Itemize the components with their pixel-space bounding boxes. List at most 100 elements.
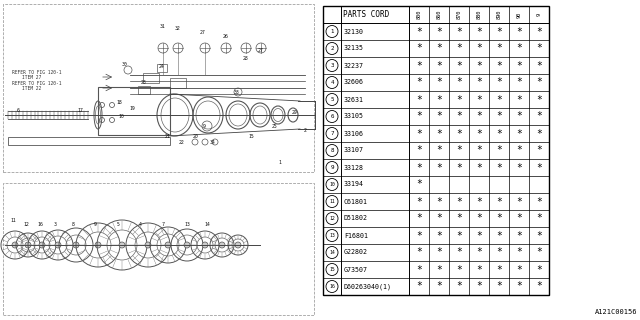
Text: 11: 11 [10,219,16,223]
Text: 800: 800 [417,10,422,19]
Text: 33194: 33194 [344,181,364,188]
Text: 5: 5 [116,222,120,228]
Text: 15: 15 [248,133,254,139]
Text: *: * [416,282,422,292]
Text: *: * [536,146,542,156]
Text: 9: 9 [93,222,97,228]
Text: D60263040(1): D60263040(1) [344,283,392,290]
Text: 21: 21 [165,134,171,140]
Text: *: * [456,265,462,275]
Text: 11: 11 [329,199,335,204]
Text: 33105: 33105 [344,114,364,119]
Text: *: * [456,111,462,122]
Text: *: * [496,230,502,241]
Text: 14: 14 [204,222,210,228]
Text: *: * [436,282,442,292]
Text: *: * [536,27,542,36]
Text: *: * [416,163,422,172]
Text: *: * [456,60,462,70]
Circle shape [202,242,208,248]
Bar [3,183,314,315]
Text: *: * [536,44,542,53]
Text: 12: 12 [23,221,29,227]
Text: *: * [496,213,502,223]
Text: *: * [436,94,442,105]
Text: *: * [476,27,482,36]
Text: *: * [496,146,502,156]
Text: 31: 31 [160,25,166,29]
Text: 890: 890 [497,10,502,19]
Text: 28: 28 [243,55,249,60]
Circle shape [119,242,125,248]
Circle shape [73,242,79,248]
Text: *: * [516,196,522,206]
Text: 34: 34 [210,140,216,145]
Text: *: * [476,196,482,206]
Text: *: * [416,111,422,122]
Text: *: * [536,77,542,87]
Text: *: * [476,282,482,292]
Text: *: * [516,230,522,241]
Text: *: * [476,146,482,156]
Text: 32130: 32130 [344,28,364,35]
Text: *: * [496,111,502,122]
Text: *: * [476,94,482,105]
Circle shape [95,242,101,248]
Text: *: * [476,44,482,53]
Text: *: * [456,196,462,206]
Circle shape [165,242,171,248]
Text: *: * [476,111,482,122]
Text: *: * [436,146,442,156]
Bar [157,64,167,72]
Text: 24: 24 [159,63,165,68]
Text: 32606: 32606 [344,79,364,85]
Text: 1: 1 [278,159,282,164]
Text: *: * [436,196,442,206]
Text: *: * [516,163,522,172]
Text: D51802: D51802 [344,215,368,221]
Text: 15: 15 [329,267,335,272]
Text: *: * [456,27,462,36]
Text: *: * [536,60,542,70]
Text: *: * [456,247,462,258]
Text: 33: 33 [234,90,240,94]
Text: REFER TO FIG 120-1: REFER TO FIG 120-1 [12,81,61,86]
Text: 32135: 32135 [344,45,364,52]
Text: *: * [476,247,482,258]
Text: *: * [476,230,482,241]
Text: *: * [416,196,422,206]
Text: 25: 25 [272,124,278,129]
Text: 2: 2 [330,46,333,51]
Text: *: * [416,44,422,53]
Text: 14: 14 [329,250,335,255]
Text: *: * [416,247,422,258]
Text: *: * [416,230,422,241]
Text: F16801: F16801 [344,233,368,238]
Text: *: * [536,265,542,275]
Text: 26: 26 [223,35,229,39]
Text: *: * [436,163,442,172]
Circle shape [12,242,18,248]
Text: 5: 5 [330,97,333,102]
Text: 33128: 33128 [344,164,364,171]
Text: 2: 2 [303,127,307,132]
Text: *: * [536,196,542,206]
Text: 3: 3 [330,63,333,68]
Text: G22802: G22802 [344,250,368,255]
Text: A121C00156: A121C00156 [595,309,637,315]
Text: *: * [436,27,442,36]
Text: 1: 1 [330,29,333,34]
Bar [138,86,150,94]
Text: *: * [516,44,522,53]
Text: C61801: C61801 [344,198,368,204]
Text: 16: 16 [37,222,43,228]
Text: *: * [416,265,422,275]
Text: 27: 27 [258,47,264,52]
Text: 7: 7 [330,131,333,136]
Text: *: * [496,163,502,172]
Text: *: * [496,265,502,275]
Text: *: * [416,146,422,156]
Text: *: * [456,94,462,105]
Text: 27: 27 [200,29,206,35]
Text: *: * [456,213,462,223]
